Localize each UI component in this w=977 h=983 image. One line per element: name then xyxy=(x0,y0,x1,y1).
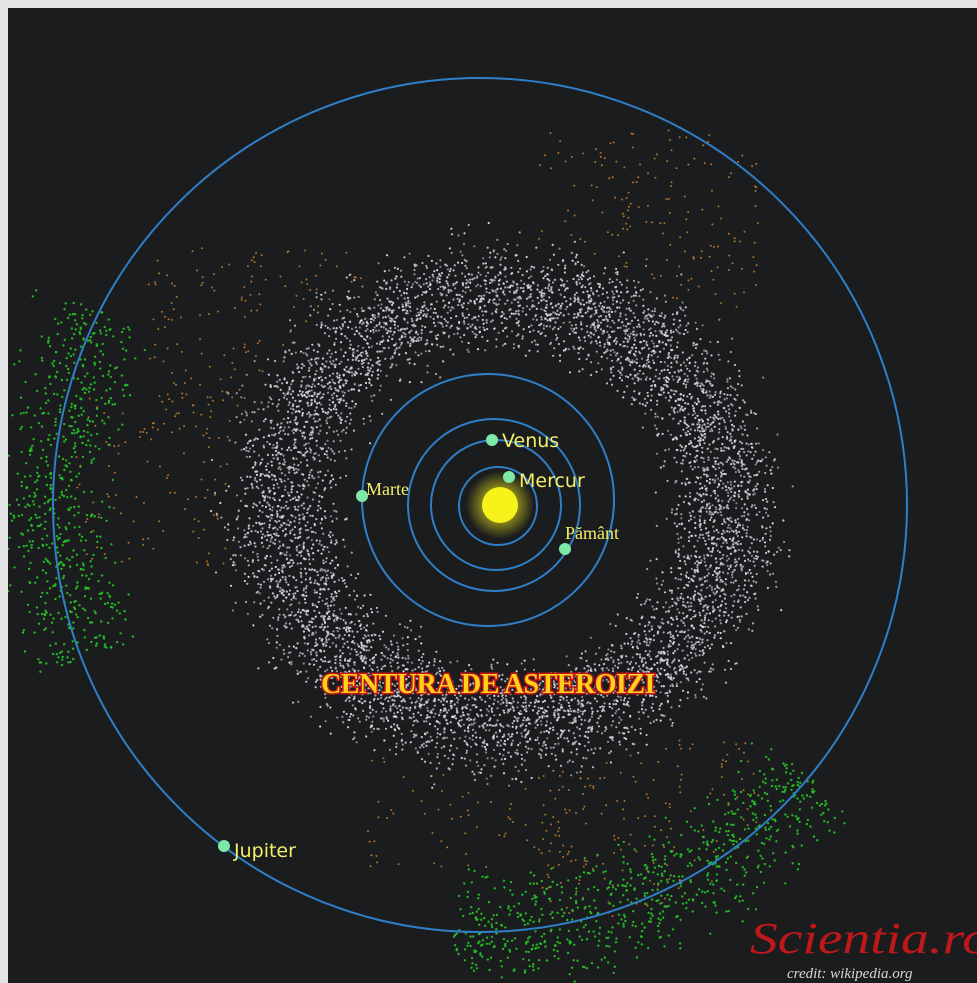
earth-orbit xyxy=(407,418,581,592)
jupiter-label: Jupiter xyxy=(233,840,296,862)
mercury-label: Mercur xyxy=(519,470,585,492)
mars-label: Marte xyxy=(366,479,409,499)
mercury-marker xyxy=(503,471,515,483)
solar-system-diagram: Venus Mercur Marte Pământ Jupiter CENTUR… xyxy=(8,77,977,983)
earth-marker xyxy=(559,543,571,555)
asteroid-belt-label: CENTURA DE ASTEROIZI xyxy=(321,669,655,700)
sun-icon xyxy=(466,471,534,539)
scientia-logo-icon: Scientia.ro credit: wikipedia.org xyxy=(750,914,977,982)
earth-label: Pământ xyxy=(565,523,619,543)
diagram-frame: Venus Mercur Marte Pământ Jupiter CENTUR… xyxy=(8,8,977,983)
mercury-orbit xyxy=(458,466,538,546)
jupiter-orbit xyxy=(52,77,908,933)
orbits xyxy=(52,77,908,933)
main-asteroid-belt xyxy=(210,221,794,789)
logo-text: Scientia.ro xyxy=(750,914,977,963)
hilda-asteroids xyxy=(75,129,759,918)
venus-marker xyxy=(486,434,498,446)
mars-marker xyxy=(356,490,368,502)
image-credit: credit: wikipedia.org xyxy=(787,966,913,982)
jupiter-marker xyxy=(218,840,230,852)
trojan-asteroids xyxy=(8,289,846,983)
venus-label: Venus xyxy=(502,430,559,452)
